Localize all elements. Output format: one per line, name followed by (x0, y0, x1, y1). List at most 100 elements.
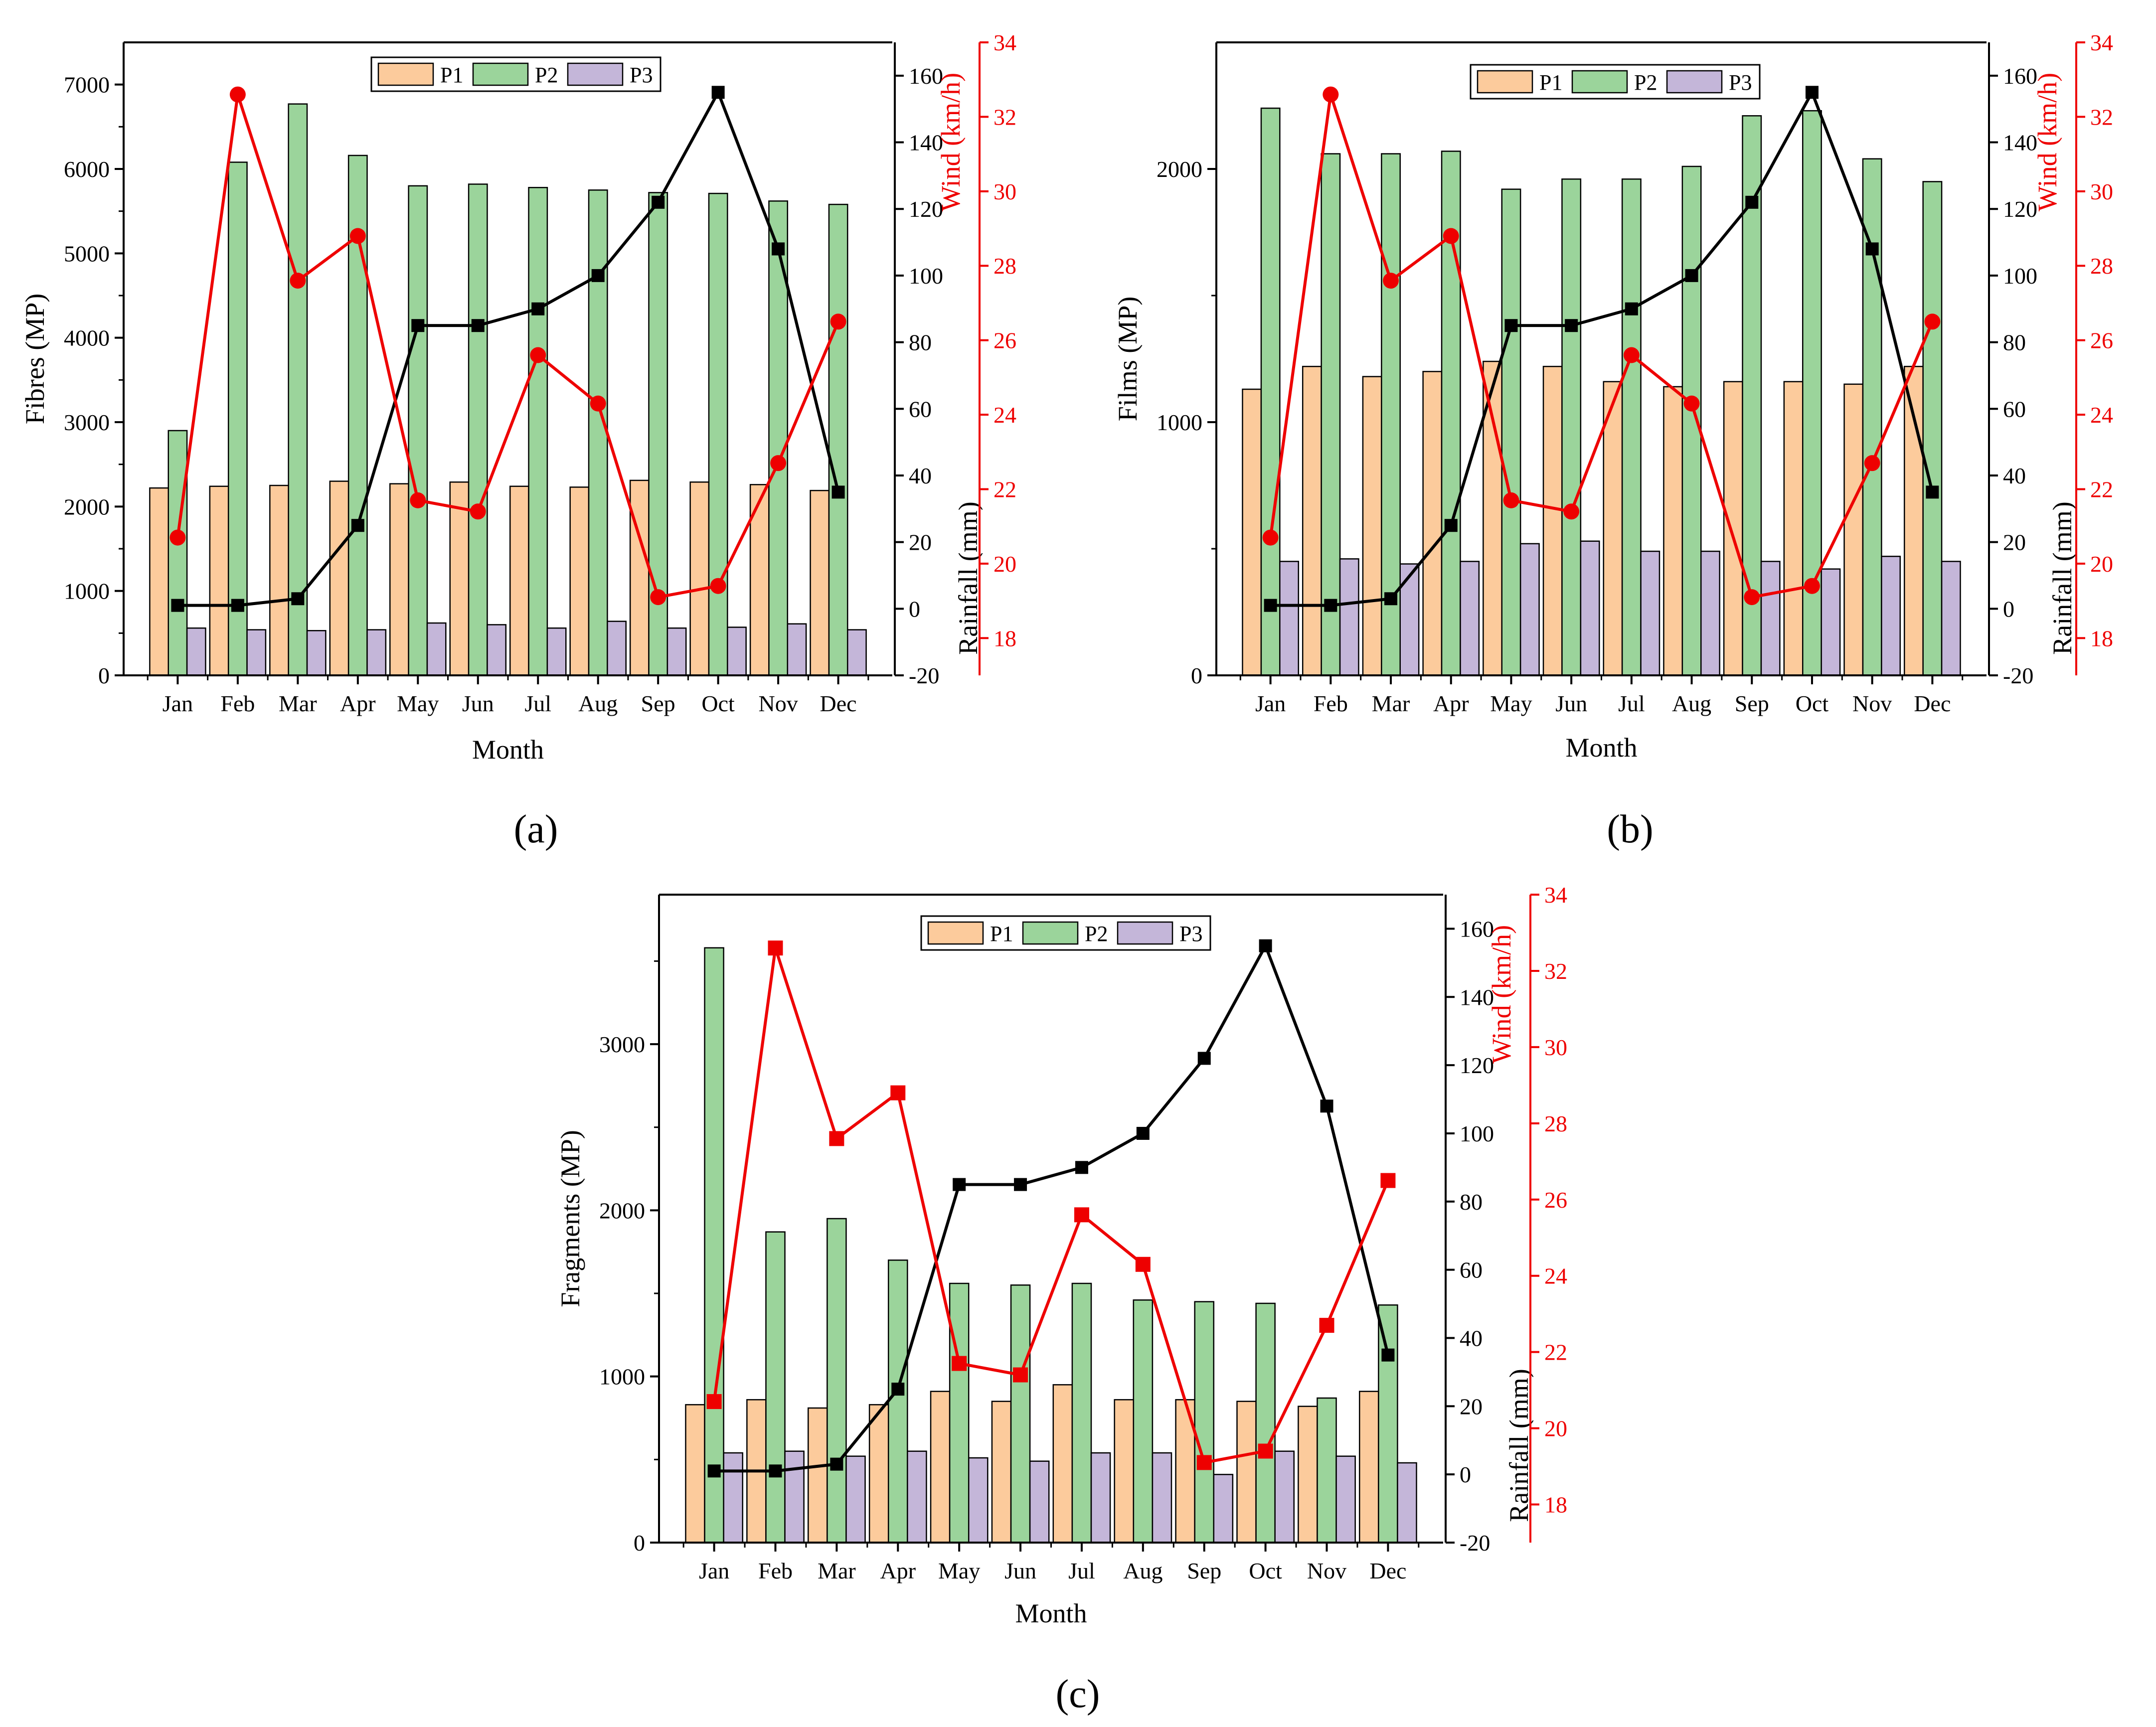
rainfall-tick-label: 60 (2003, 396, 2026, 422)
legend-swatch-p1 (927, 921, 984, 945)
y-tick-label: 6000 (64, 157, 110, 182)
rainfall-tick-label: 40 (1460, 1325, 1483, 1351)
wind-tick-label: 28 (994, 253, 1016, 279)
bar-p1-nov (1843, 383, 1864, 676)
wind-point-mar (1383, 273, 1399, 289)
x-tick-label: Oct (1249, 1558, 1282, 1583)
rainfall-tick-label: 60 (1460, 1257, 1483, 1283)
bar-p2-mar (1381, 153, 1401, 676)
wind-line (712, 947, 1390, 1464)
x-tick-label: Nov (758, 691, 798, 716)
rainfall-point-feb (769, 1464, 782, 1478)
wind-tick-label: 34 (994, 30, 1016, 55)
wind-point-oct (1804, 578, 1820, 594)
rainfall-point-nov (772, 242, 785, 256)
legend-swatch-p1 (1477, 70, 1533, 94)
wind-point-apr (1443, 228, 1459, 244)
legend-swatch-p3 (567, 62, 624, 86)
wind-point-jun (470, 503, 486, 520)
rainfall-tick-label: 120 (1460, 1053, 1494, 1078)
rainfall-point-feb (1324, 599, 1337, 612)
legend-label-p3: P3 (630, 63, 653, 87)
wind-point-apr (349, 228, 366, 244)
bar-p2-feb (227, 161, 248, 676)
rainfall-tick-label: 20 (909, 530, 932, 555)
x-tick-label: Jan (699, 1558, 729, 1583)
rainfall-point-aug (1136, 1126, 1150, 1140)
y-tick-label: 1000 (64, 579, 110, 604)
wind-point-feb (768, 941, 783, 956)
legend: P1 P2 P3 (370, 56, 662, 92)
rainfall-point-mar (1384, 592, 1398, 606)
wind-point-may (410, 492, 426, 508)
rainfall-tick-label: 20 (1460, 1394, 1483, 1419)
rainfall-axis-title: Rainfall (mm) (953, 501, 983, 654)
bar-p1-aug (1114, 1399, 1135, 1544)
y-tick-label: 2000 (599, 1198, 645, 1223)
rainfall-point-jun (471, 319, 485, 332)
y-tick-label: 0 (634, 1530, 645, 1556)
x-tick-label: Dec (1914, 691, 1951, 716)
wind-point-nov (770, 455, 787, 471)
wind-tick-label: 30 (2090, 179, 2113, 204)
panel-label-c: (c) (1056, 1672, 1100, 1716)
bar-p3-sep (1213, 1474, 1234, 1544)
x-tick-label: Jan (1255, 691, 1286, 716)
rainfall-point-apr (1444, 519, 1458, 532)
bar-p3-dec (1941, 561, 1961, 676)
x-tick-label: Feb (220, 691, 255, 716)
rainfall-point-may (411, 319, 425, 332)
wind-tick-label: 32 (994, 104, 1016, 130)
bar-p1-dec (810, 489, 830, 676)
wind-tick-label: 24 (994, 402, 1016, 428)
x-tick-label: Dec (820, 691, 857, 716)
bar-p1-oct (689, 481, 710, 676)
y-tick-label: 1000 (1157, 410, 1202, 435)
rainfall-tick-label: 120 (909, 196, 943, 222)
wind-point-aug (1135, 1256, 1151, 1272)
rainfall-point-jul (531, 302, 545, 315)
rainfall-tick-label: 60 (909, 396, 932, 422)
wind-tick-label: 24 (2090, 402, 2113, 428)
bar-p2-feb (1321, 153, 1341, 676)
legend-label-p1: P1 (990, 922, 1013, 946)
rainfall-point-nov (1320, 1099, 1333, 1113)
legend-swatch-p1 (377, 62, 434, 86)
x-tick-label: Apr (1433, 691, 1469, 716)
rainfall-tick-label: 140 (909, 130, 943, 156)
wind-tick-label: 28 (1544, 1111, 1567, 1136)
rainfall-point-jan (1264, 599, 1277, 612)
wind-point-feb (229, 86, 246, 103)
bar-p3-apr (1460, 561, 1480, 676)
wind-axis-title: Wind (km/h) (936, 73, 966, 211)
bar-p3-nov (1335, 1455, 1356, 1544)
rainfall-tick-label: 0 (1460, 1462, 1471, 1487)
bar-p1-jun (991, 1401, 1012, 1544)
bar-p3-may (968, 1457, 989, 1544)
wind-line (1269, 94, 1934, 599)
rainfall-tick-label: 100 (2003, 263, 2037, 289)
wind-point-may (1503, 492, 1519, 508)
rainfall-tick-label: 40 (909, 463, 932, 488)
rainfall-line (177, 89, 840, 607)
bar-p1-jun (1542, 365, 1563, 676)
bar-p3-nov (1881, 555, 1901, 676)
x-tick-label: Apr (340, 691, 376, 716)
y-tick-label: 3000 (64, 410, 110, 435)
legend-label-p2: P2 (1634, 70, 1657, 95)
rainfall-point-sep (1745, 195, 1759, 209)
wind-point-jul (1074, 1207, 1089, 1223)
bar-p1-nov (1298, 1406, 1318, 1544)
rainfall-point-oct (1805, 86, 1819, 99)
wind-point-apr (890, 1085, 906, 1100)
bar-p3-jul (1640, 550, 1660, 676)
panel-label-b: (b) (1607, 807, 1653, 851)
y-tick-label: 0 (98, 663, 110, 688)
bar-p2-apr (887, 1259, 908, 1544)
bar-p2-jul (1071, 1282, 1092, 1544)
bar-p2-may (949, 1282, 970, 1544)
wind-tick-label: 30 (1544, 1035, 1567, 1060)
bar-p3-mar (845, 1455, 866, 1544)
bar-p1-oct (1783, 381, 1804, 676)
